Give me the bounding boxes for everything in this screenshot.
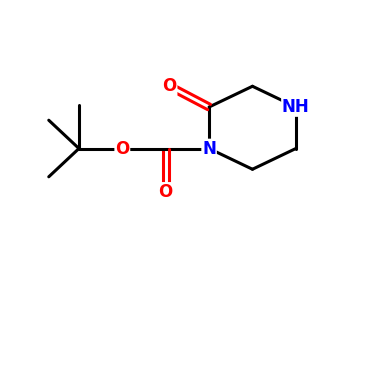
Text: O: O: [159, 183, 173, 201]
Text: N: N: [202, 139, 216, 157]
Text: O: O: [115, 139, 130, 157]
Text: NH: NH: [282, 98, 310, 116]
Text: O: O: [162, 77, 177, 95]
